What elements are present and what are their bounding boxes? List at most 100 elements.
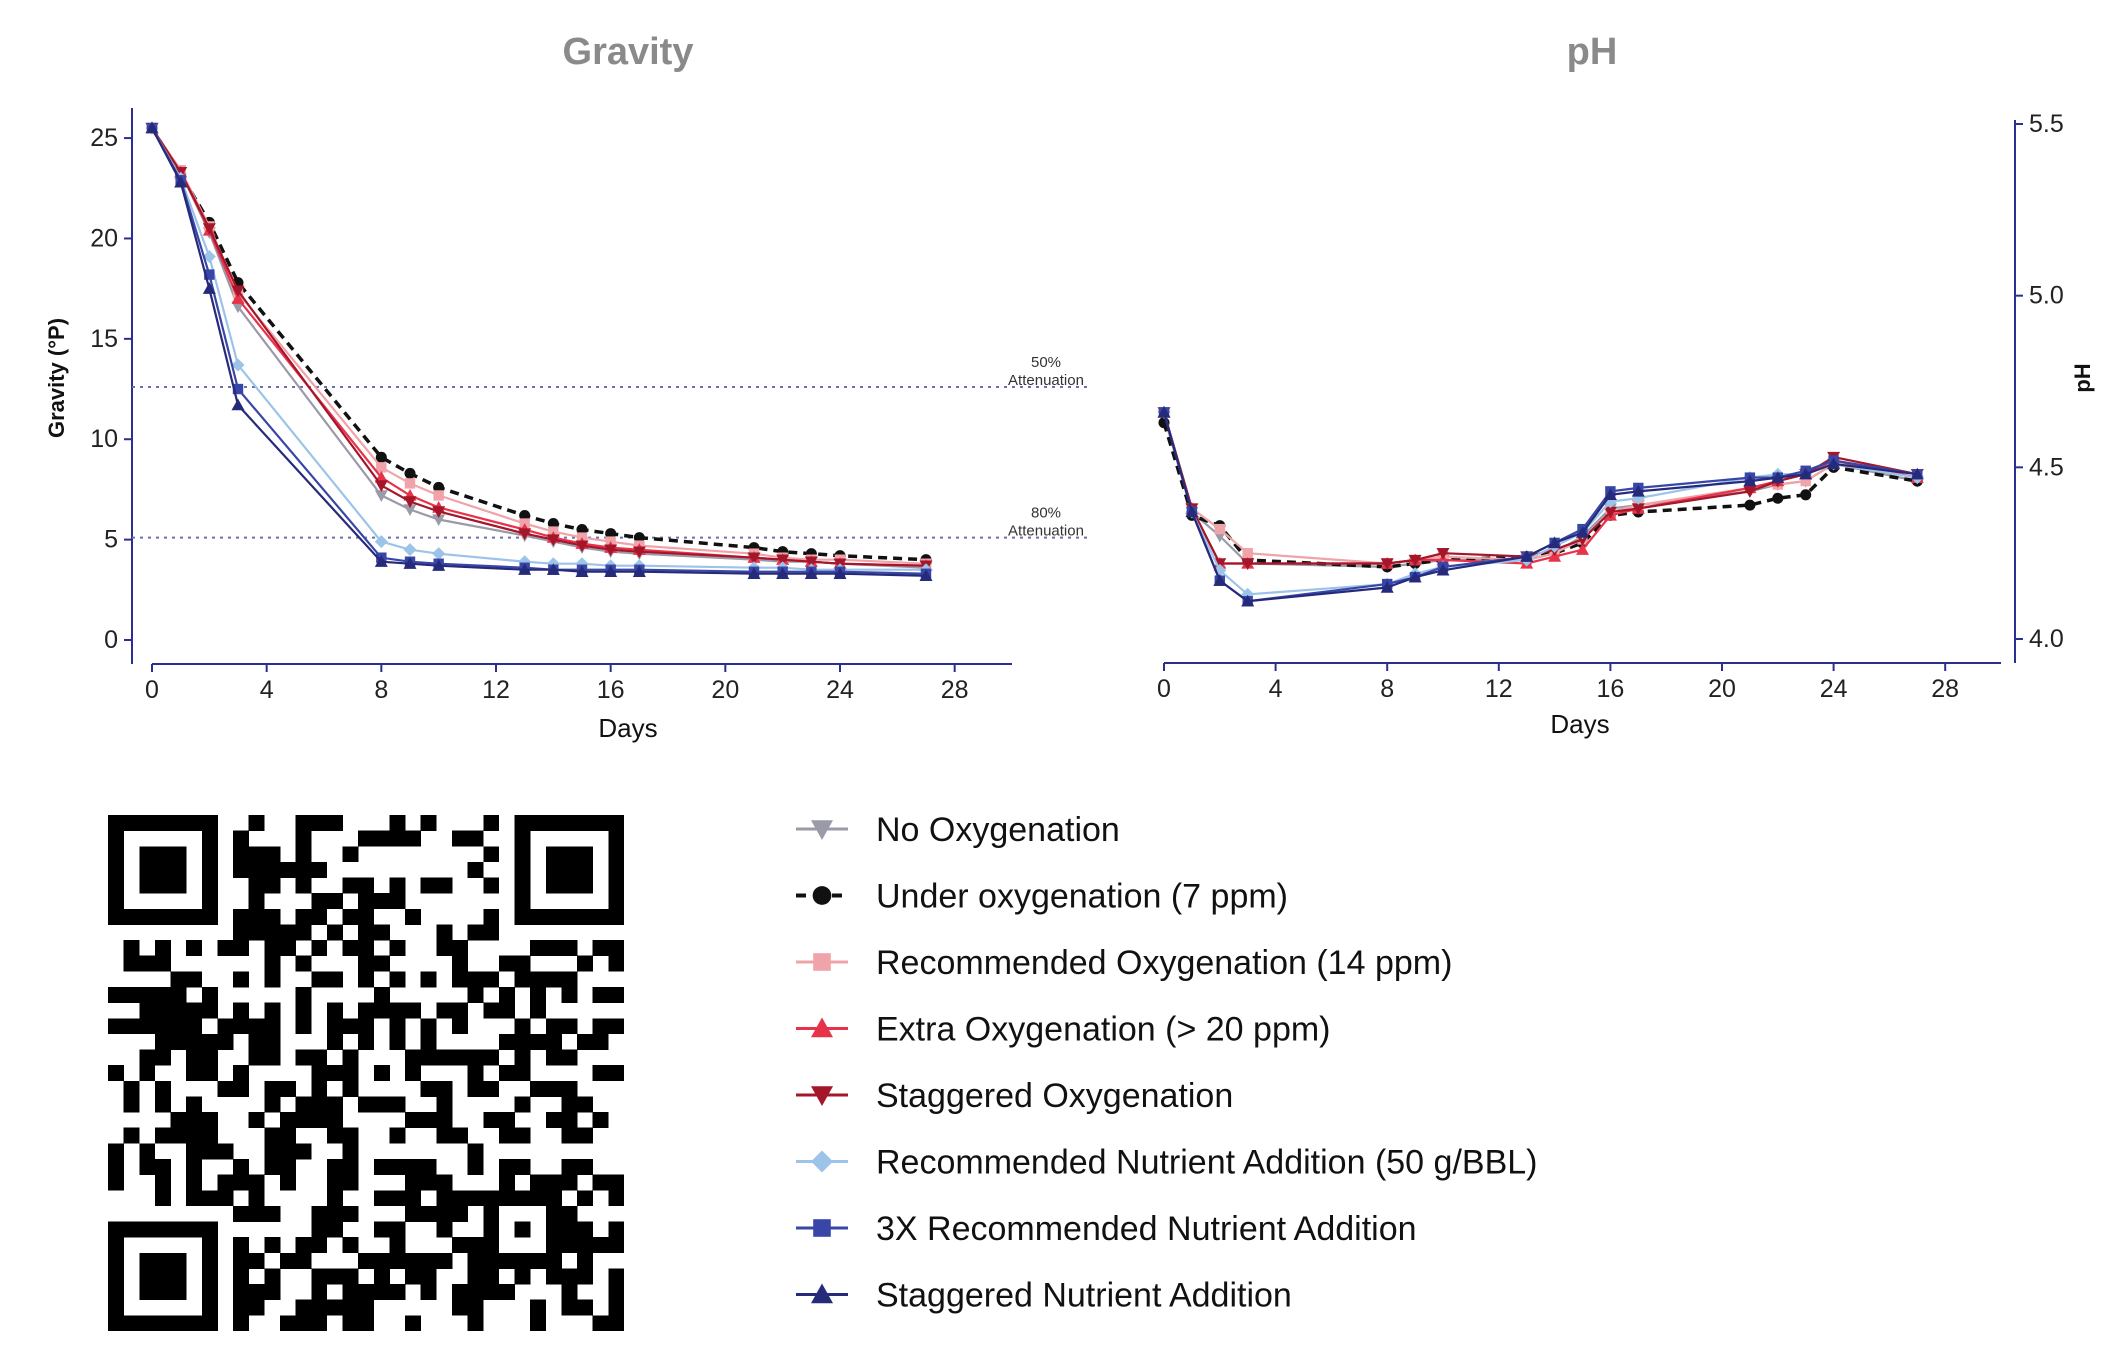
qr-module xyxy=(467,1268,484,1285)
qr-module xyxy=(108,1252,124,1269)
qr-module xyxy=(342,1174,359,1191)
qr-module xyxy=(498,1159,515,1175)
qr-module xyxy=(405,1190,422,1207)
gravity-reference-label: 80% xyxy=(1031,505,1061,522)
qr-module xyxy=(264,1268,281,1285)
qr-module xyxy=(108,877,124,894)
qr-module xyxy=(530,908,547,925)
qr-module xyxy=(389,1096,406,1113)
qr-module xyxy=(170,815,187,831)
qr-module xyxy=(420,877,437,894)
ph-data-point xyxy=(1744,499,1756,511)
ph-data-point xyxy=(1603,506,1617,519)
gravity-data-point xyxy=(375,451,387,463)
ph-data-point xyxy=(1910,467,1924,480)
qr-module xyxy=(201,1237,218,1254)
qr-module xyxy=(514,1221,531,1238)
qr-module xyxy=(139,861,156,878)
qr-module xyxy=(280,1252,296,1269)
qr-module xyxy=(483,1080,500,1097)
gravity-series-extra-oxygenation-20-ppm xyxy=(145,121,933,571)
qr-module xyxy=(483,815,500,831)
qr-module xyxy=(358,1096,375,1113)
gravity-data-point xyxy=(833,567,847,579)
gravity-data-point xyxy=(232,383,244,395)
gravity-data-point xyxy=(518,528,532,541)
qr-module xyxy=(358,924,375,941)
gravity-data-point xyxy=(432,547,446,561)
gravity-data-point xyxy=(633,532,645,544)
qr-module xyxy=(280,1080,296,1097)
qr-module xyxy=(577,1096,594,1113)
qr-module xyxy=(326,1127,343,1144)
qr-module xyxy=(248,1174,265,1191)
qr-module xyxy=(326,1221,343,1238)
qr-module xyxy=(405,1049,422,1066)
qr-module xyxy=(248,846,265,863)
ph-series-recommended-oxygenation-14-ppm xyxy=(1158,407,1923,569)
ph-y-axis-label: pH xyxy=(2070,363,2095,392)
qr-module xyxy=(311,1049,328,1066)
qr-module xyxy=(295,1237,312,1254)
qr-module xyxy=(358,893,375,910)
qr-module xyxy=(483,924,500,941)
qr-module xyxy=(311,893,328,910)
qr-module xyxy=(123,1315,140,1331)
qr-module xyxy=(452,830,468,847)
qr-module xyxy=(217,1174,234,1191)
qr-module xyxy=(498,1252,515,1269)
qr-module xyxy=(139,815,156,831)
gravity-data-point xyxy=(575,565,589,577)
qr-module xyxy=(498,1033,515,1050)
qr-module xyxy=(467,830,484,847)
legend-marker xyxy=(813,953,831,971)
qr-module xyxy=(108,1174,124,1191)
qr-module xyxy=(483,1002,500,1019)
qr-module xyxy=(452,940,468,957)
qr-module xyxy=(342,1237,359,1254)
qr-module xyxy=(467,987,484,1003)
ph-y-tick-label: 4.5 xyxy=(2029,453,2064,481)
qr-module xyxy=(326,1018,343,1035)
qr-module xyxy=(592,1315,609,1331)
qr-module xyxy=(280,1174,296,1191)
qr-module xyxy=(154,1190,171,1207)
qr-module xyxy=(186,971,203,988)
qr-module xyxy=(342,1159,359,1175)
qr-module xyxy=(358,1315,375,1331)
qr-module xyxy=(295,815,312,831)
qr-module xyxy=(233,830,250,847)
qr-module xyxy=(201,893,218,910)
qr-module xyxy=(373,830,390,847)
qr-module xyxy=(498,1284,515,1301)
qr-module xyxy=(295,1112,312,1129)
qr-module xyxy=(577,1252,594,1269)
qr-module xyxy=(295,987,312,1003)
qr-module xyxy=(514,908,531,925)
qr-module xyxy=(295,908,312,925)
qr-module xyxy=(326,1065,343,1082)
qr-module xyxy=(342,1205,359,1222)
qr-module xyxy=(498,955,515,972)
qr-module xyxy=(139,1284,156,1301)
qr-module xyxy=(295,861,312,878)
gravity-series-recommended-nutrient-addition-50-g-bbl xyxy=(145,121,933,577)
ph-data-point xyxy=(1576,543,1589,555)
qr-module xyxy=(545,1033,562,1050)
qr-module xyxy=(530,1080,547,1097)
qr-module xyxy=(233,1315,250,1331)
qr-module xyxy=(452,1190,468,1207)
qr-module xyxy=(545,1174,562,1191)
qr-module xyxy=(592,940,609,957)
qr-module xyxy=(389,1002,406,1019)
qr-module xyxy=(154,861,171,878)
gravity-data-point xyxy=(231,398,245,411)
qr-module xyxy=(405,1002,422,1019)
qr-module xyxy=(201,815,218,831)
qr-module xyxy=(123,1018,140,1035)
qr-module xyxy=(264,1049,281,1066)
qr-module xyxy=(467,1049,484,1066)
qr-module xyxy=(545,1221,562,1238)
qr-module xyxy=(561,846,578,863)
qr-module xyxy=(233,924,250,941)
